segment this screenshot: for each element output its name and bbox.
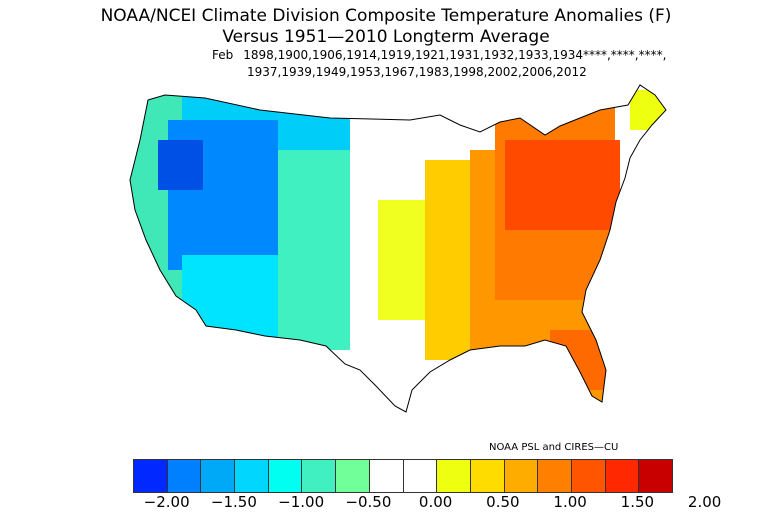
colorbar-cell bbox=[235, 460, 269, 492]
figure-subtitle: Versus 1951—2010 Longterm Average bbox=[222, 27, 550, 47]
colorbar-tick-label: −0.50 bbox=[345, 493, 392, 511]
colorbar-cell bbox=[470, 460, 505, 492]
colorbar-cell bbox=[201, 460, 236, 492]
colorbar-tick-label: −1.50 bbox=[210, 493, 257, 511]
region-mid-atlantic bbox=[505, 140, 620, 230]
colorbar-cell bbox=[369, 460, 404, 492]
colorbar-cell bbox=[437, 460, 471, 492]
colorbar-cell bbox=[268, 460, 303, 492]
colorbar-cell bbox=[403, 460, 438, 492]
colorbar-tick-label: 0.50 bbox=[486, 493, 520, 511]
colorbar-cell bbox=[639, 460, 672, 492]
colorbar-tick-label: 1.50 bbox=[620, 493, 655, 511]
years-line-2: 1937,1939,1949,1953,1967,1983,1998,2002,… bbox=[247, 65, 587, 79]
colorbar-tick-label: −2.00 bbox=[143, 493, 190, 511]
years-line-1: Feb 1898,1900,1906,1914,1919,1921,1931,19… bbox=[212, 48, 666, 62]
colorbar-cell bbox=[504, 460, 539, 492]
month-label: Feb bbox=[212, 48, 234, 62]
colorbar-tick-label: −1.00 bbox=[278, 493, 325, 511]
years-list-1: 1898,1900,1906,1914,1919,1921,1931,1932,… bbox=[243, 48, 667, 62]
region-florida bbox=[550, 330, 610, 390]
colorbar-tick-label: 2.00 bbox=[687, 493, 722, 511]
colorbar-cell bbox=[571, 460, 606, 492]
colorbar-cell bbox=[538, 460, 572, 492]
us-map bbox=[129, 84, 667, 413]
colorbar-cell bbox=[605, 460, 640, 492]
colorbar-tick-label: 0.00 bbox=[418, 493, 453, 511]
region-southwest bbox=[182, 255, 292, 345]
colorbar-cell bbox=[336, 460, 370, 492]
region-northwest-core bbox=[158, 140, 203, 190]
colorbar-cell bbox=[167, 460, 202, 492]
figure-title: NOAA/NCEI Climate Division Composite Tem… bbox=[100, 6, 672, 26]
colorbar-cell bbox=[134, 460, 168, 492]
colorbar bbox=[133, 459, 673, 493]
region-plains bbox=[278, 150, 353, 350]
region-new-england-north bbox=[630, 90, 666, 130]
colorbar-cell bbox=[302, 460, 337, 492]
credit-label: NOAA PSL and CIRES—CU bbox=[489, 442, 619, 453]
colorbar-tick-label: 1.00 bbox=[553, 493, 587, 511]
